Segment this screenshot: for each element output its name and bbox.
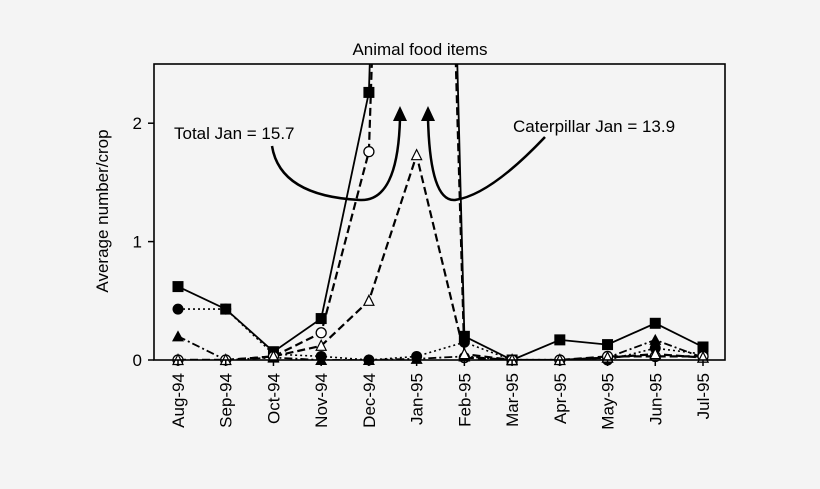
series-1-point-1: [172, 281, 184, 293]
series-3-point-5: [363, 145, 375, 158]
series-2-point-2: [220, 303, 232, 315]
annotation-total-arrowhead: [393, 106, 407, 121]
series-2-point-7: [458, 336, 470, 348]
annotation-total-jan: Total Jan = 15.7: [174, 124, 295, 143]
axes: 0 1 2 Aug-94 Sep-94 Oct-94 Nov-94 Dec-94 Jan-95 F…: [133, 63, 726, 430]
series-4-line: [177, 335, 704, 360]
series-1-point-10: [602, 339, 614, 351]
series-2-point-1: [172, 303, 184, 315]
y-tick-label-0: 0: [133, 351, 142, 370]
x-tick-label-2: Sep-94: [217, 373, 236, 428]
series-5-line: [178, 151, 704, 360]
x-tick-label-4: Nov-94: [312, 373, 331, 428]
series-1-point-9: [554, 334, 566, 346]
x-tick-label-1: Aug-94: [169, 373, 188, 428]
x-tick-label-8: Mar-95: [503, 373, 522, 427]
series-1-point-12: [697, 341, 709, 353]
x-tick-label-12: Jul-95: [694, 373, 713, 419]
x-tick-label-6: Jan-95: [408, 373, 427, 425]
chart-title: Animal food items: [352, 40, 487, 59]
y-tick-label-1: 1: [133, 233, 142, 252]
series-5-point-6: [410, 148, 423, 161]
x-tick-label-11: Jun-95: [646, 373, 665, 425]
series-1-point-4: [315, 313, 327, 325]
y-tick-label-2: 2: [133, 114, 142, 133]
series-1-point-11: [649, 317, 661, 329]
series-4-point-6: [410, 352, 423, 364]
y-axis-label: Average number/crop: [93, 129, 112, 292]
annotations: Total Jan = 15.7 Caterpillar Jan = 13.9: [174, 106, 675, 202]
x-tick-label-5: Dec-94: [360, 373, 379, 428]
plot-frame: [153, 63, 726, 361]
series-3-point-4: [315, 327, 327, 339]
series-4-point-11: [649, 333, 662, 345]
annotation-total-arrow-line: [270, 117, 402, 202]
series-5-point-5: [362, 293, 375, 306]
series-5-point-4: [315, 338, 328, 351]
series-4-point-1: [172, 330, 184, 342]
series-5-point-7: [458, 347, 471, 360]
series-5-point-11: [649, 347, 662, 360]
series-1-point-5: [363, 86, 375, 98]
series-1-point-7: [458, 330, 470, 342]
x-tick-label-9: Apr-95: [551, 373, 570, 424]
x-tick-label-10: May-95: [599, 373, 618, 430]
annotation-caterpillar-arrowhead: [421, 106, 435, 121]
series-1-line: [177, 64, 704, 360]
x-tick-label-7: Feb-95: [455, 373, 474, 427]
x-tick-label-3: Oct-94: [264, 373, 283, 424]
annotation-caterpillar-arrow-line: [426, 117, 546, 202]
series-2-line: [178, 308, 704, 360]
annotation-caterpillar-jan: Caterpillar Jan = 13.9: [513, 117, 675, 136]
